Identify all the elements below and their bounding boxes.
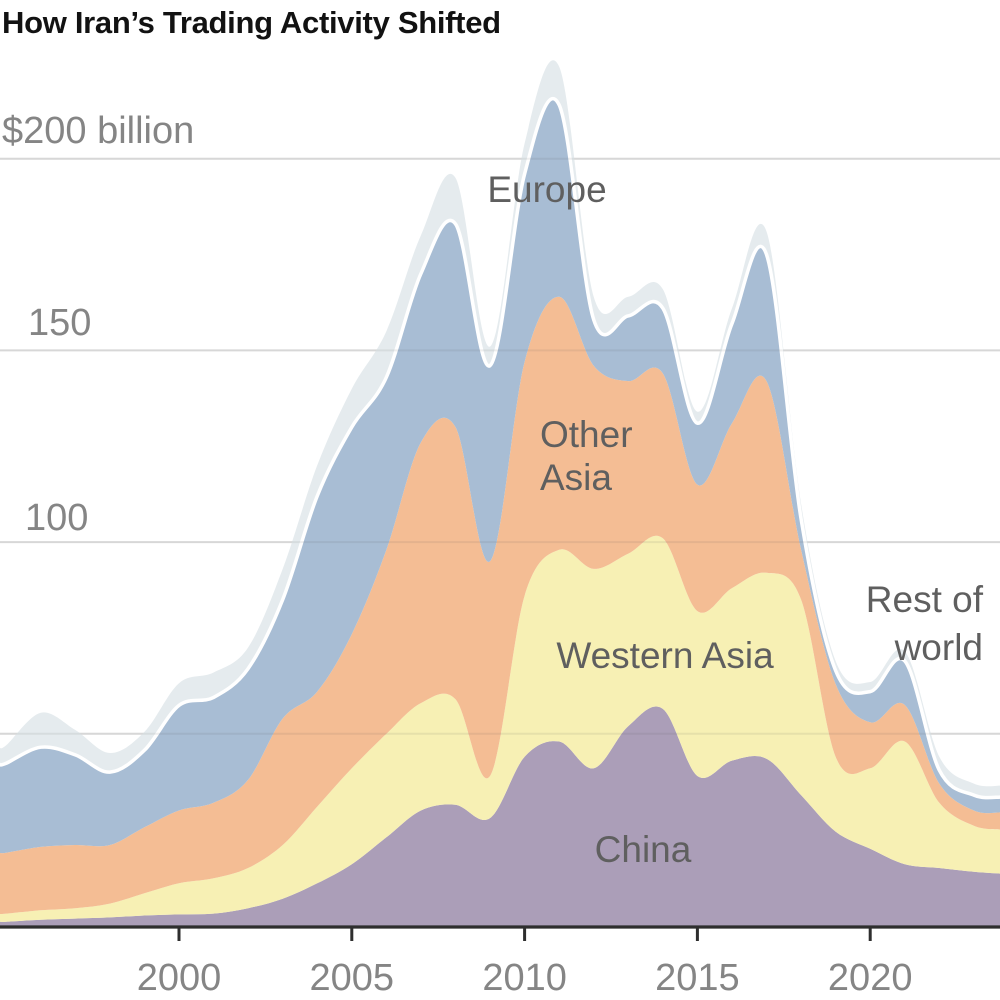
series-label-other: Other bbox=[540, 414, 633, 455]
x-axis-label-2000: 2000 bbox=[137, 957, 222, 999]
x-axis-label-2015: 2015 bbox=[655, 957, 740, 999]
y-axis-label-150: 150 bbox=[28, 302, 91, 344]
x-axis-label-2020: 2020 bbox=[828, 957, 913, 999]
series-label-china: China bbox=[595, 829, 692, 870]
area-western-asia bbox=[0, 535, 1000, 922]
series-label-rest-of: Rest of bbox=[866, 579, 984, 620]
y-axis-label-100: 100 bbox=[25, 497, 88, 539]
area-china bbox=[0, 706, 1000, 926]
chart-title: How Iran’s Trading Activity Shifted bbox=[2, 5, 501, 40]
y-axis-label-200: $200 billion bbox=[2, 110, 194, 152]
area-rest-of-world bbox=[0, 60, 1000, 798]
x-axis-label-2010: 2010 bbox=[482, 957, 567, 999]
series-label-western-asia: Western Asia bbox=[556, 635, 774, 676]
series-label-europe: Europe bbox=[487, 169, 606, 210]
area-other-asia bbox=[0, 296, 1000, 915]
series-label-asia: Asia bbox=[540, 457, 612, 498]
europe-top-separator bbox=[0, 96, 1000, 800]
series-label-world: world bbox=[894, 627, 983, 668]
x-axis-label-2005: 2005 bbox=[310, 957, 395, 999]
area-europe bbox=[0, 98, 1000, 854]
